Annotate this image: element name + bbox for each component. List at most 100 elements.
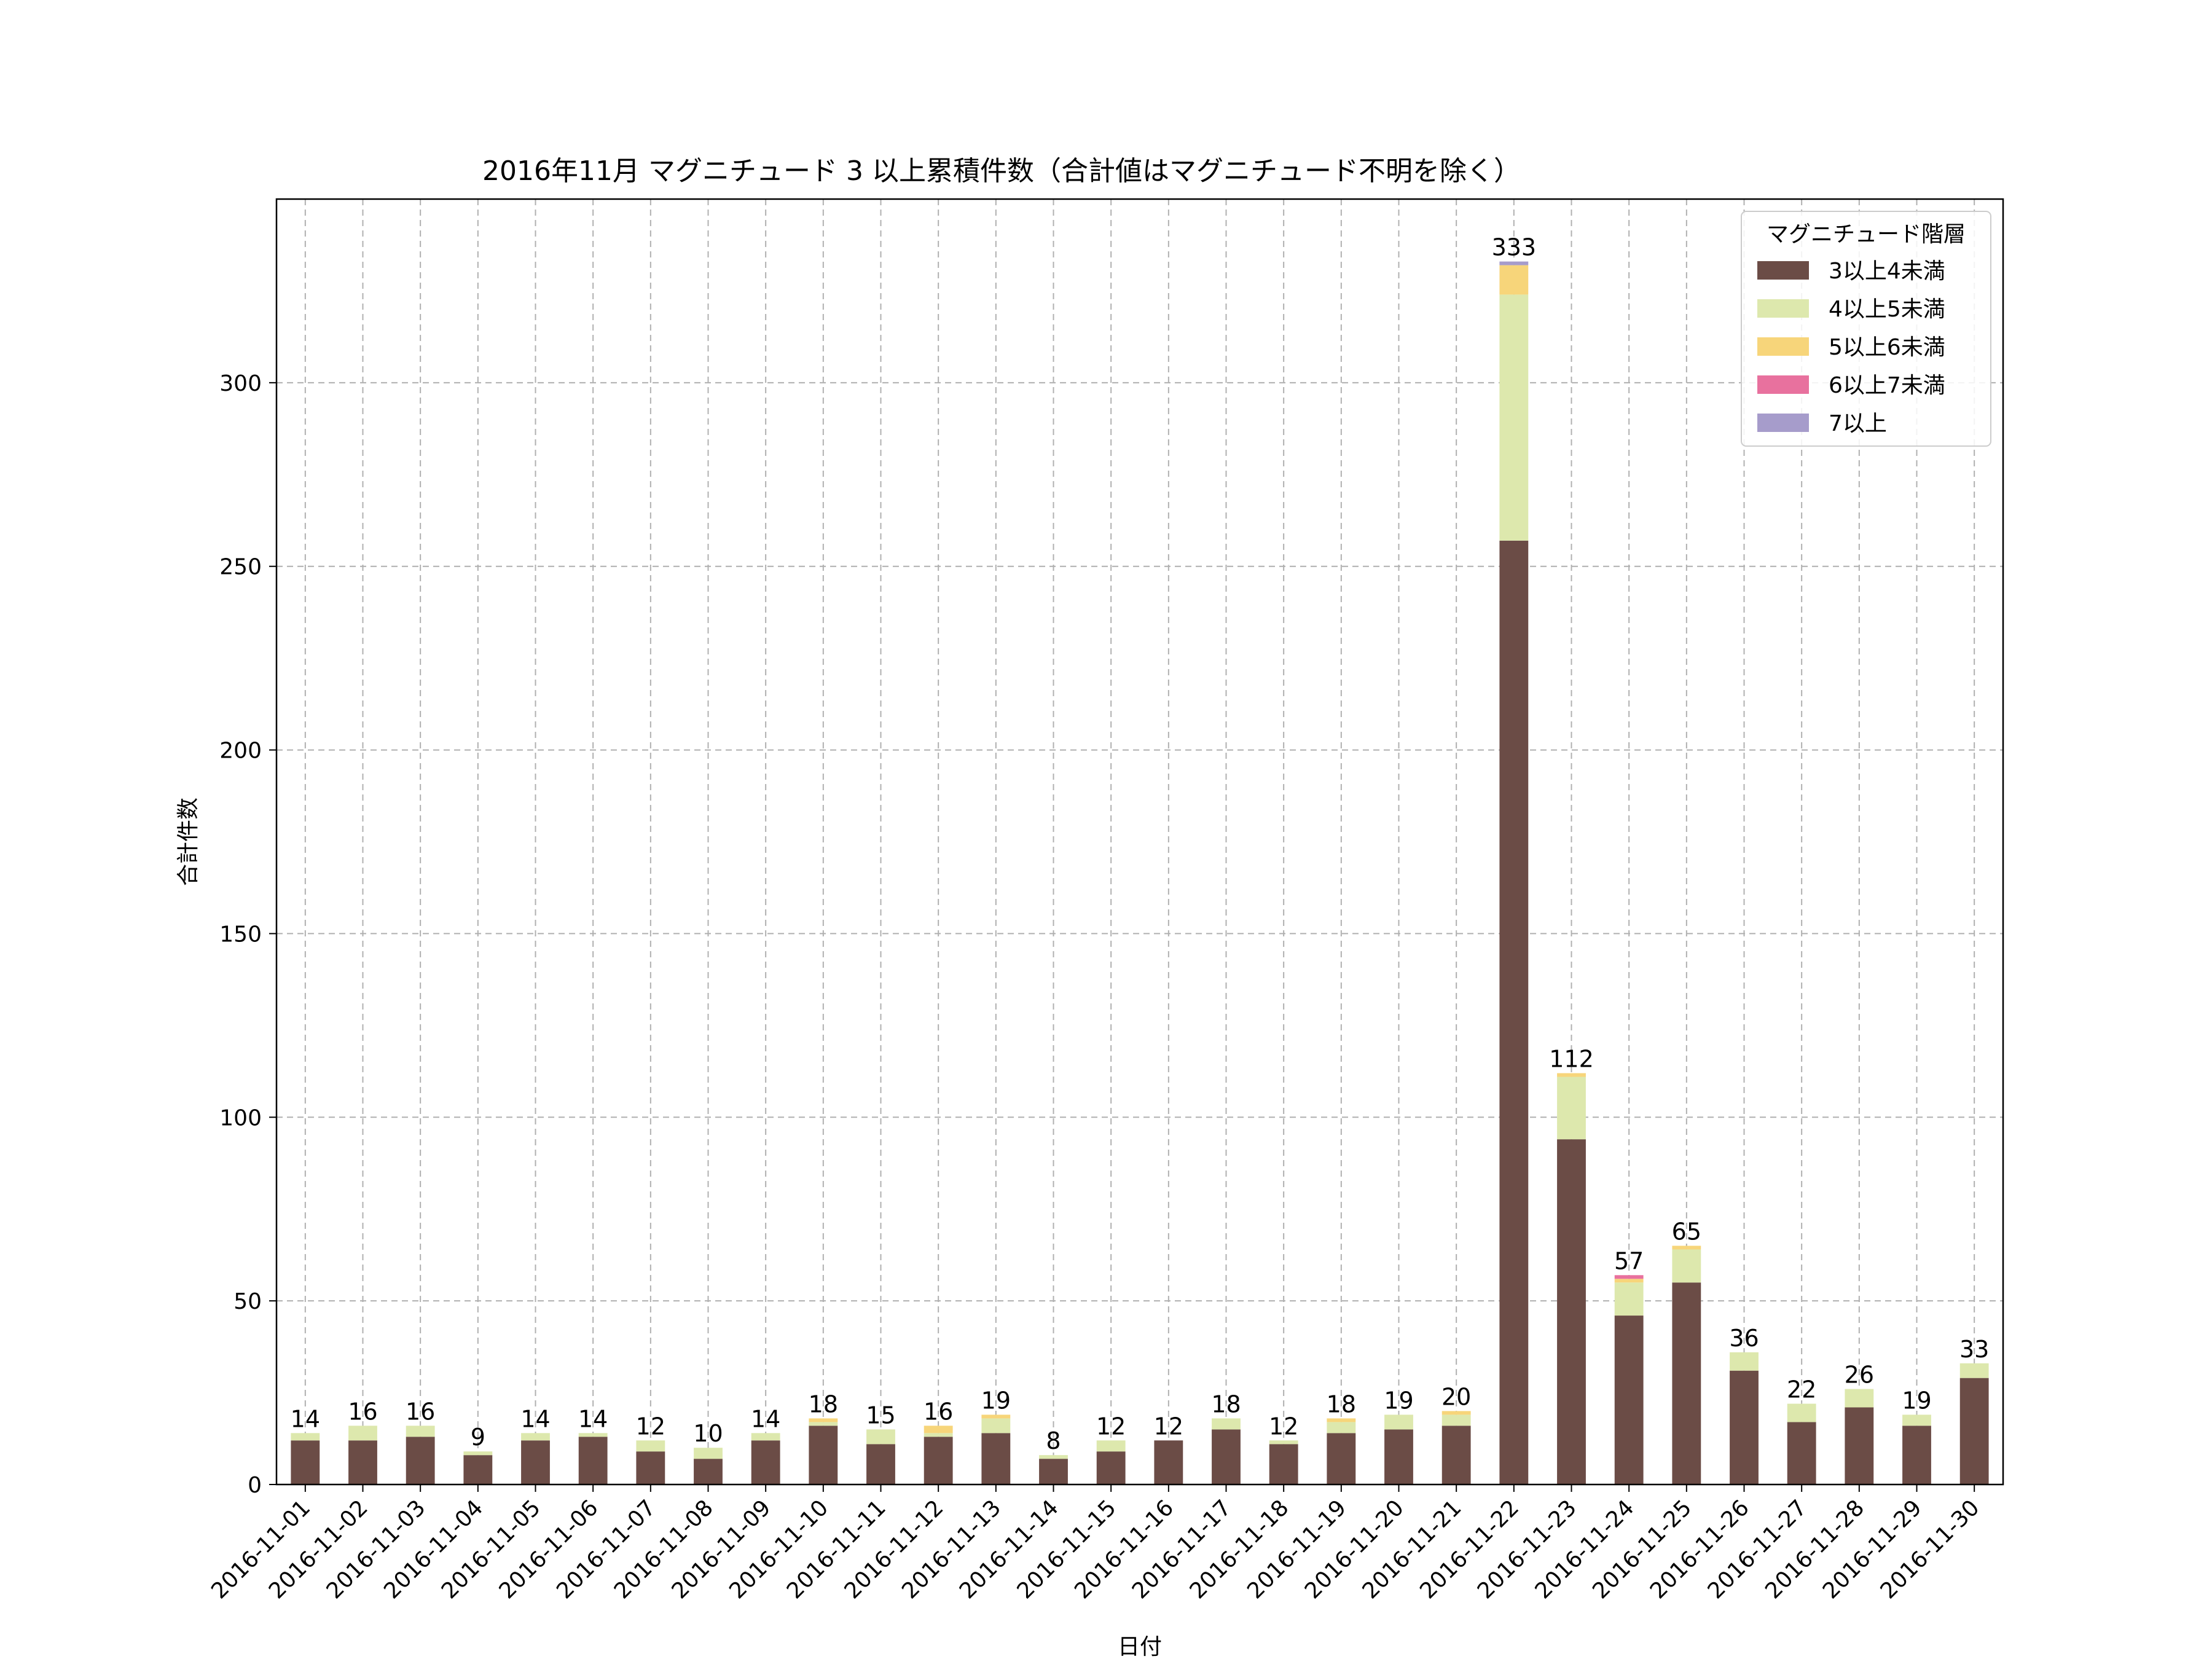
bar-segment-3 <box>924 1426 953 1433</box>
bar-segment-2 <box>1787 1403 1816 1422</box>
bar-segment-2 <box>1672 1249 1701 1283</box>
bar-segment-1 <box>1154 1440 1183 1484</box>
bar-segment-3 <box>981 1414 1011 1419</box>
bar-segment-1 <box>1787 1422 1816 1484</box>
legend-swatch <box>1757 299 1809 318</box>
bar-segment-1 <box>578 1437 608 1484</box>
bar-segment-2 <box>1499 294 1529 541</box>
legend-label: 6以上7未満 <box>1829 373 1945 398</box>
y-tick-label: 200 <box>219 739 262 764</box>
bar-total-label: 10 <box>693 1420 723 1447</box>
bar-segment-2 <box>1557 1077 1586 1140</box>
x-tick-label: 2016-11-01 <box>206 1495 315 1604</box>
bar-segment-2 <box>1212 1418 1241 1430</box>
legend-label: 4以上5未満 <box>1829 297 1945 322</box>
bar-segment-2 <box>1096 1440 1126 1452</box>
bar-total-label: 9 <box>471 1424 485 1451</box>
bar-total-label: 19 <box>1902 1387 1931 1414</box>
bar-segment-2 <box>348 1426 377 1441</box>
bar-total-label: 20 <box>1441 1383 1471 1410</box>
plot-frame <box>275 198 2004 1486</box>
bar-segment-1 <box>1614 1316 1644 1484</box>
bar-segment-1 <box>521 1440 550 1484</box>
bar-segment-1 <box>866 1444 895 1484</box>
bar-segment-1 <box>348 1440 377 1484</box>
chart-title: 2016年11月 マグニチュード 3 以上累積件数（合計値はマグニチュード不明を… <box>482 155 1521 187</box>
bar-total-label: 12 <box>1154 1413 1183 1440</box>
bar-segment-1 <box>1845 1407 1874 1484</box>
bar-segment-1 <box>751 1440 780 1484</box>
bar-segment-2 <box>924 1433 953 1437</box>
bar-segment-1 <box>694 1459 723 1484</box>
bar-segment-1 <box>1730 1370 1759 1484</box>
x-axis-label: 日付 <box>1118 1634 1162 1659</box>
legend-items: 3以上4未満 4以上5未満 5以上6未満 6以上7未満 7以上 <box>1757 259 1945 436</box>
legend-swatch <box>1757 261 1809 280</box>
bar-total-label: 33 <box>1959 1336 1989 1363</box>
bar-segment-1 <box>924 1437 953 1484</box>
bar-segment-2 <box>406 1426 435 1437</box>
x-axis: 2016-11-012016-11-022016-11-032016-11-04… <box>206 1484 1985 1604</box>
legend-swatch <box>1757 375 1809 394</box>
bar-total-label: 14 <box>291 1405 320 1432</box>
bar-segment-3 <box>1441 1411 1471 1415</box>
bar-segment-2 <box>578 1433 608 1437</box>
bar-segment-2 <box>521 1433 550 1441</box>
legend-swatch <box>1757 337 1809 356</box>
bar-segment-1 <box>1269 1444 1298 1484</box>
y-tick-label: 250 <box>219 555 262 580</box>
bar-segment-2 <box>291 1433 320 1441</box>
bar-segment-1 <box>636 1451 665 1484</box>
y-axis: 0 50 100 150 200 250 300 <box>219 371 276 1498</box>
bar-segment-1 <box>463 1455 493 1484</box>
bar-segment-3 <box>1614 1279 1644 1283</box>
bar-total-label: 18 <box>1327 1390 1356 1418</box>
bar-total-label: 65 <box>1672 1218 1701 1245</box>
legend-label: 7以上 <box>1829 411 1887 436</box>
bar-total-label: 333 <box>1492 234 1537 261</box>
bar-segment-3 <box>809 1418 838 1422</box>
bar-segment-2 <box>636 1440 665 1452</box>
bar-segment-1 <box>1096 1451 1126 1484</box>
bar-segment-2 <box>1614 1282 1644 1316</box>
bar-total-label: 16 <box>924 1398 953 1425</box>
bar-segment-3 <box>1557 1073 1586 1077</box>
bar-segment-2 <box>751 1433 780 1441</box>
bar-segment-2 <box>1959 1363 1989 1378</box>
bar-segment-1 <box>291 1440 320 1484</box>
grid-lines <box>276 199 2003 1485</box>
legend: マグニチュード階層 3以上4未満 4以上5未満 5以上6未満 6以上7未満 7以上 <box>1741 211 1991 447</box>
bar-segment-3 <box>1327 1418 1356 1422</box>
bar-total-label: 14 <box>751 1405 780 1432</box>
bar-total-label: 18 <box>1211 1390 1241 1418</box>
bar-segment-1 <box>1039 1459 1068 1484</box>
y-tick-label: 300 <box>219 371 262 396</box>
bar-segment-1 <box>1441 1426 1471 1484</box>
y-tick-label: 0 <box>248 1473 262 1498</box>
bar-segment-1 <box>1557 1139 1586 1484</box>
bar-segment-1 <box>1902 1426 1931 1484</box>
bar-segment-1 <box>1384 1429 1413 1484</box>
bar-segment-2 <box>1730 1352 1759 1371</box>
bar-total-label: 14 <box>520 1405 550 1432</box>
y-tick-label: 150 <box>219 922 262 947</box>
bar-total-label: 112 <box>1549 1046 1594 1073</box>
bar-segment-4 <box>1614 1275 1644 1279</box>
bar-segment-2 <box>463 1451 493 1456</box>
bar-total-label: 19 <box>981 1387 1011 1414</box>
total-labels-group: 14 16 16 9 14 14 12 10 14 18 15 16 19 8 12 12 18 12 18 19 20… <box>291 234 1990 1455</box>
bar-segment-2 <box>1039 1455 1068 1459</box>
bar-segment-1 <box>809 1426 838 1484</box>
bar-segment-1 <box>1672 1282 1701 1484</box>
bar-segment-2 <box>981 1418 1011 1433</box>
bar-segment-2 <box>1902 1414 1931 1426</box>
bar-segment-2 <box>1384 1414 1413 1430</box>
bar-total-label: 57 <box>1614 1247 1644 1274</box>
bar-total-label: 12 <box>1269 1413 1298 1440</box>
bar-total-label: 12 <box>636 1413 665 1440</box>
bar-segment-5 <box>1499 261 1529 265</box>
bar-segment-3 <box>1499 265 1529 295</box>
bar-segment-2 <box>809 1422 838 1426</box>
bar-segment-2 <box>1441 1414 1471 1426</box>
